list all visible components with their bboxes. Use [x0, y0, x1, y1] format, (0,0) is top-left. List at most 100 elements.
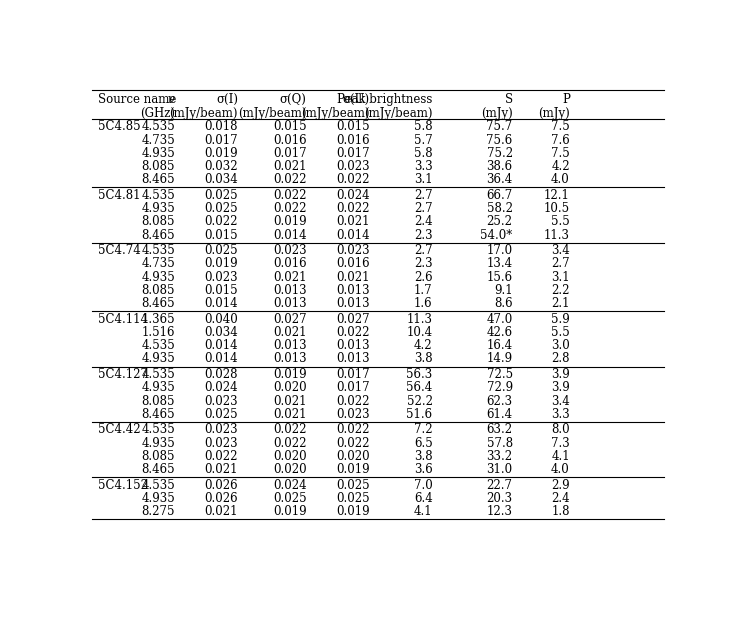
Text: 3.4: 3.4 — [551, 394, 570, 408]
Text: 5C4.127: 5C4.127 — [98, 368, 148, 381]
Text: 61.4: 61.4 — [486, 408, 513, 421]
Text: 7.0: 7.0 — [414, 478, 432, 492]
Text: 0.025: 0.025 — [204, 408, 238, 421]
Text: 3.6: 3.6 — [414, 463, 432, 476]
Text: 5C4.152: 5C4.152 — [98, 478, 148, 492]
Text: (mJy/beam): (mJy/beam) — [364, 107, 432, 120]
Text: 5.5: 5.5 — [551, 326, 570, 339]
Text: 0.019: 0.019 — [204, 147, 238, 160]
Text: 0.022: 0.022 — [273, 423, 307, 436]
Text: 62.3: 62.3 — [486, 394, 513, 408]
Text: 8.465: 8.465 — [142, 408, 175, 421]
Text: 4.735: 4.735 — [142, 257, 175, 270]
Text: 5C4.81: 5C4.81 — [98, 189, 140, 202]
Text: 0.023: 0.023 — [336, 408, 370, 421]
Text: 0.023: 0.023 — [336, 160, 370, 173]
Text: 0.015: 0.015 — [273, 121, 307, 133]
Text: 4.535: 4.535 — [142, 189, 175, 202]
Text: 1.8: 1.8 — [551, 505, 570, 518]
Text: 51.6: 51.6 — [407, 408, 432, 421]
Text: 4.535: 4.535 — [142, 121, 175, 133]
Text: 0.017: 0.017 — [204, 133, 238, 147]
Text: 12.3: 12.3 — [486, 505, 513, 518]
Text: 3.1: 3.1 — [414, 173, 432, 186]
Text: 0.027: 0.027 — [273, 313, 307, 325]
Text: 0.018: 0.018 — [204, 121, 238, 133]
Text: 0.019: 0.019 — [336, 463, 370, 476]
Text: σ(I): σ(I) — [216, 94, 238, 106]
Text: (mJy/beam): (mJy/beam) — [170, 107, 238, 120]
Text: 0.013: 0.013 — [336, 353, 370, 365]
Text: 4.535: 4.535 — [142, 244, 175, 257]
Text: 0.025: 0.025 — [204, 202, 238, 215]
Text: 17.0: 17.0 — [486, 244, 513, 257]
Text: 2.7: 2.7 — [414, 244, 432, 257]
Text: 4.935: 4.935 — [142, 492, 175, 505]
Text: 0.016: 0.016 — [273, 257, 307, 270]
Text: 0.013: 0.013 — [336, 297, 370, 310]
Text: 4.935: 4.935 — [142, 202, 175, 215]
Text: 0.040: 0.040 — [204, 313, 238, 325]
Text: 0.019: 0.019 — [273, 505, 307, 518]
Text: 2.7: 2.7 — [414, 202, 432, 215]
Text: 4.2: 4.2 — [414, 339, 432, 352]
Text: 0.019: 0.019 — [336, 505, 370, 518]
Text: (mJy/beam): (mJy/beam) — [238, 107, 307, 120]
Text: 52.2: 52.2 — [407, 394, 432, 408]
Text: 75.7: 75.7 — [486, 121, 513, 133]
Text: 0.016: 0.016 — [336, 257, 370, 270]
Text: 0.020: 0.020 — [273, 450, 307, 463]
Text: 0.013: 0.013 — [273, 353, 307, 365]
Text: Peak brightness: Peak brightness — [337, 94, 432, 106]
Text: 0.024: 0.024 — [336, 189, 370, 202]
Text: 5.9: 5.9 — [551, 313, 570, 325]
Text: 5C4.85: 5C4.85 — [98, 121, 141, 133]
Text: 2.7: 2.7 — [551, 257, 570, 270]
Text: (mJy): (mJy) — [538, 107, 570, 120]
Text: 6.5: 6.5 — [414, 437, 432, 449]
Text: 20.3: 20.3 — [486, 492, 513, 505]
Text: 5.5: 5.5 — [551, 216, 570, 228]
Text: 4.535: 4.535 — [142, 423, 175, 436]
Text: 8.465: 8.465 — [142, 229, 175, 241]
Text: 7.6: 7.6 — [551, 133, 570, 147]
Text: 3.3: 3.3 — [551, 408, 570, 421]
Text: σ(Q): σ(Q) — [280, 94, 307, 106]
Text: 8.085: 8.085 — [142, 160, 175, 173]
Text: 4.1: 4.1 — [551, 450, 570, 463]
Text: P: P — [562, 94, 570, 106]
Text: 0.015: 0.015 — [204, 284, 238, 297]
Text: 0.027: 0.027 — [336, 313, 370, 325]
Text: 0.025: 0.025 — [273, 492, 307, 505]
Text: 0.015: 0.015 — [336, 121, 370, 133]
Text: 0.021: 0.021 — [273, 408, 307, 421]
Text: (mJy/beam): (mJy/beam) — [301, 107, 370, 120]
Text: 33.2: 33.2 — [486, 450, 513, 463]
Text: 0.014: 0.014 — [336, 229, 370, 241]
Text: (mJy): (mJy) — [481, 107, 513, 120]
Text: 8.085: 8.085 — [142, 284, 175, 297]
Text: 0.020: 0.020 — [336, 450, 370, 463]
Text: 0.022: 0.022 — [336, 326, 370, 339]
Text: 8.085: 8.085 — [142, 394, 175, 408]
Text: 0.028: 0.028 — [204, 368, 238, 381]
Text: 0.021: 0.021 — [273, 270, 307, 284]
Text: 3.9: 3.9 — [551, 381, 570, 394]
Text: 4.1: 4.1 — [414, 505, 432, 518]
Text: 0.023: 0.023 — [204, 423, 238, 436]
Text: 8.465: 8.465 — [142, 297, 175, 310]
Text: 42.6: 42.6 — [486, 326, 513, 339]
Text: 0.022: 0.022 — [336, 437, 370, 449]
Text: 2.6: 2.6 — [414, 270, 432, 284]
Text: 0.024: 0.024 — [204, 381, 238, 394]
Text: 0.017: 0.017 — [273, 147, 307, 160]
Text: 4.0: 4.0 — [551, 173, 570, 186]
Text: 0.019: 0.019 — [204, 257, 238, 270]
Text: 63.2: 63.2 — [486, 423, 513, 436]
Text: 2.3: 2.3 — [414, 257, 432, 270]
Text: 2.2: 2.2 — [551, 284, 570, 297]
Text: 56.4: 56.4 — [407, 381, 432, 394]
Text: 8.465: 8.465 — [142, 173, 175, 186]
Text: 5.8: 5.8 — [414, 121, 432, 133]
Text: 11.3: 11.3 — [544, 229, 570, 241]
